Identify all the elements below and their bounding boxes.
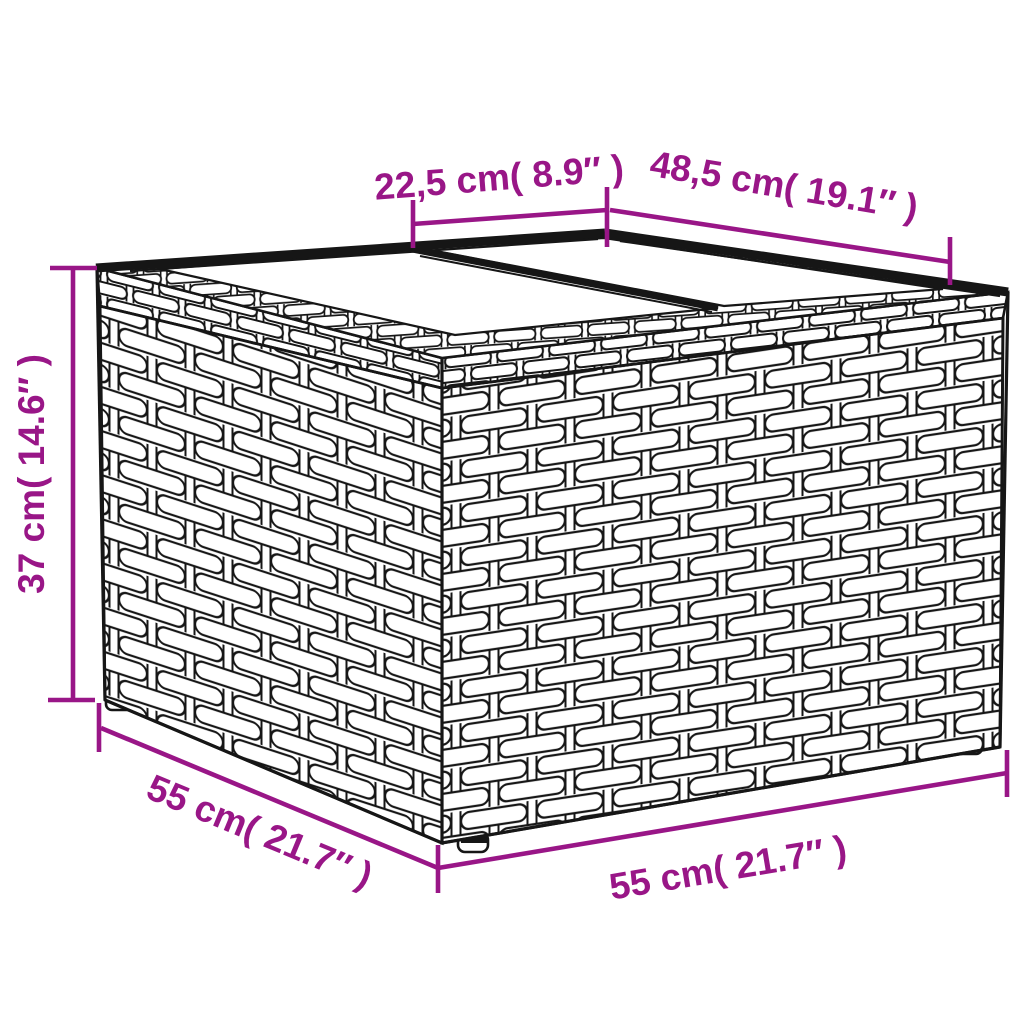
rattan-table-drawing [95, 228, 1010, 854]
dim-line [100, 725, 439, 871]
dimension-base-depth [96, 703, 439, 871]
dimension-label-top-panel-depth: 48,5 cm( 19.1″ ) [647, 143, 921, 228]
dim-line [609, 207, 951, 265]
dim-line [412, 207, 608, 227]
dimension-label-base-width: 55 cm( 21.7″ ) [606, 828, 849, 908]
top-edge-bands [95, 228, 1009, 313]
dimension-label-table-height: 37 cm( 14.6″ ) [11, 354, 52, 594]
structural-edges [95, 267, 1010, 845]
dimension-table-height [48, 265, 97, 703]
dim-line [437, 770, 1008, 871]
dimension-lines [48, 187, 1010, 893]
glass-panel-divider-detail [419, 255, 713, 313]
back-right-edge-detail [619, 239, 1001, 298]
rim-bottom-edge [99, 304, 1004, 390]
back-right-edge [604, 228, 1009, 297]
dimension-top-panel-depth [609, 207, 953, 285]
dimension-label-top-panel-width: 22,5 cm( 8.9″ ) [373, 147, 626, 207]
back-left-edge [95, 228, 606, 273]
front-right-woven-face [440, 316, 1005, 845]
back-left-edge-detail [129, 237, 599, 273]
dimension-base-width [435, 750, 1010, 893]
front-left-woven-face [98, 304, 444, 846]
left-corner-edge [95, 267, 107, 701]
right-corner-edge [998, 291, 1010, 748]
bottom-edge [104, 698, 1001, 845]
dimension-top-panel-width [410, 187, 610, 248]
glass-panel-divider [411, 245, 719, 312]
